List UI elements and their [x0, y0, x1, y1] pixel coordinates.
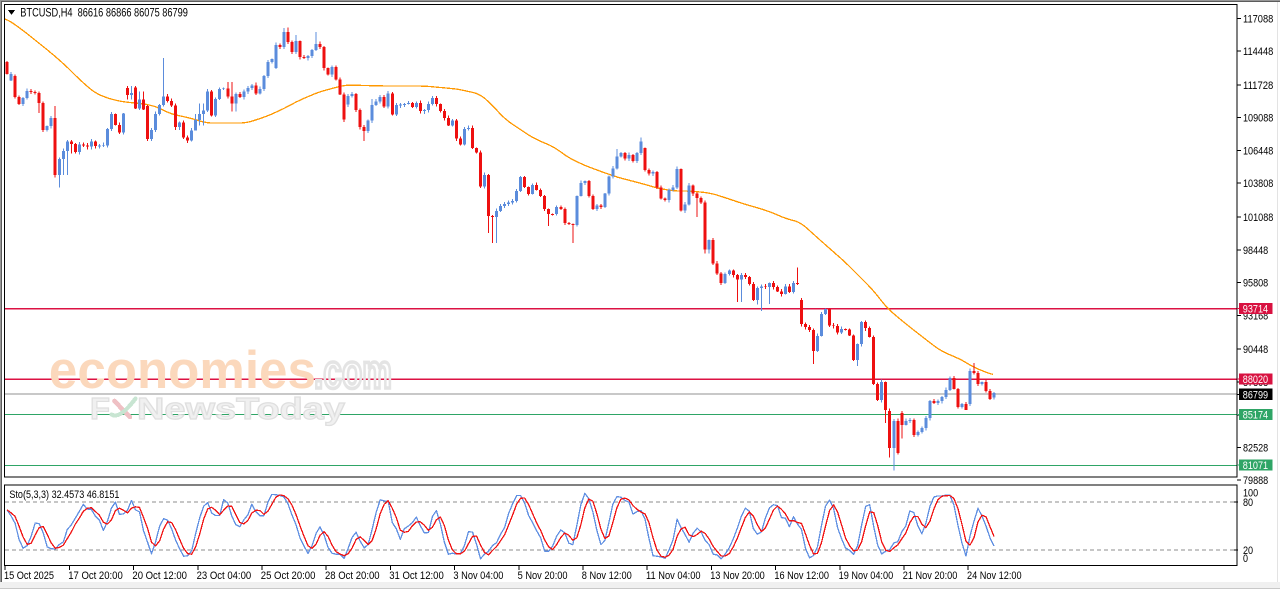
svg-text:93714: 93714 [1243, 304, 1268, 316]
svg-text:F: F [90, 391, 110, 426]
svg-text:25 Oct 20:00: 25 Oct 20:00 [261, 570, 316, 582]
svg-text:111728: 111728 [1243, 80, 1273, 92]
svg-text:NewsToday: NewsToday [137, 391, 346, 426]
svg-text:88020: 88020 [1243, 374, 1268, 386]
svg-text:109088: 109088 [1243, 113, 1273, 125]
svg-text:13 Nov 20:00: 13 Nov 20:00 [710, 570, 765, 582]
svg-text:5 Nov 20:00: 5 Nov 20:00 [518, 570, 568, 582]
svg-text:.com: .com [314, 346, 392, 399]
svg-text:20 Oct 12:00: 20 Oct 12:00 [132, 570, 187, 582]
svg-text:85174: 85174 [1243, 410, 1268, 422]
svg-text:15 Oct 2025: 15 Oct 2025 [4, 570, 54, 582]
svg-text:8 Nov 12:00: 8 Nov 12:00 [582, 570, 632, 582]
svg-text:19 Nov 04:00: 19 Nov 04:00 [839, 570, 894, 582]
svg-text:20: 20 [1243, 545, 1253, 557]
svg-text:23 Oct 04:00: 23 Oct 04:00 [197, 570, 252, 582]
svg-text:103808: 103808 [1243, 178, 1273, 190]
svg-text:90448: 90448 [1243, 344, 1268, 356]
svg-text:17 Oct 20:00: 17 Oct 20:00 [68, 570, 123, 582]
svg-text:28 Oct 20:00: 28 Oct 20:00 [325, 570, 380, 582]
svg-text:21 Nov 20:00: 21 Nov 20:00 [903, 570, 958, 582]
svg-text:11 Nov 04:00: 11 Nov 04:00 [646, 570, 701, 582]
svg-text:98448: 98448 [1243, 245, 1268, 257]
svg-text:economies: economies [49, 341, 316, 400]
svg-text:82528: 82528 [1243, 443, 1268, 455]
svg-text:101088: 101088 [1243, 212, 1273, 224]
svg-text:100: 100 [1243, 488, 1258, 500]
svg-text:106448: 106448 [1243, 146, 1273, 158]
svg-text:95808: 95808 [1243, 278, 1268, 290]
svg-text:114448: 114448 [1243, 46, 1273, 58]
svg-text:Sto(5,3,3) 32.4573 46.8151: Sto(5,3,3) 32.4573 46.8151 [9, 489, 119, 501]
svg-text:79888: 79888 [1243, 475, 1268, 487]
svg-text:80: 80 [1243, 497, 1253, 509]
svg-text:81071: 81071 [1243, 460, 1268, 472]
svg-text:117088: 117088 [1243, 13, 1273, 25]
svg-text:24 Nov 12:00: 24 Nov 12:00 [967, 570, 1022, 582]
svg-text:3 Nov 04:00: 3 Nov 04:00 [453, 570, 503, 582]
svg-text:BTCUSD,H4 86616 86866 86075 8: BTCUSD,H4 86616 86866 86075 86799 [20, 8, 188, 20]
svg-text:0: 0 [1243, 553, 1248, 565]
svg-text:86799: 86799 [1243, 389, 1268, 401]
svg-text:31 Oct 12:00: 31 Oct 12:00 [389, 570, 444, 582]
svg-text:16 Nov 12:00: 16 Nov 12:00 [774, 570, 829, 582]
